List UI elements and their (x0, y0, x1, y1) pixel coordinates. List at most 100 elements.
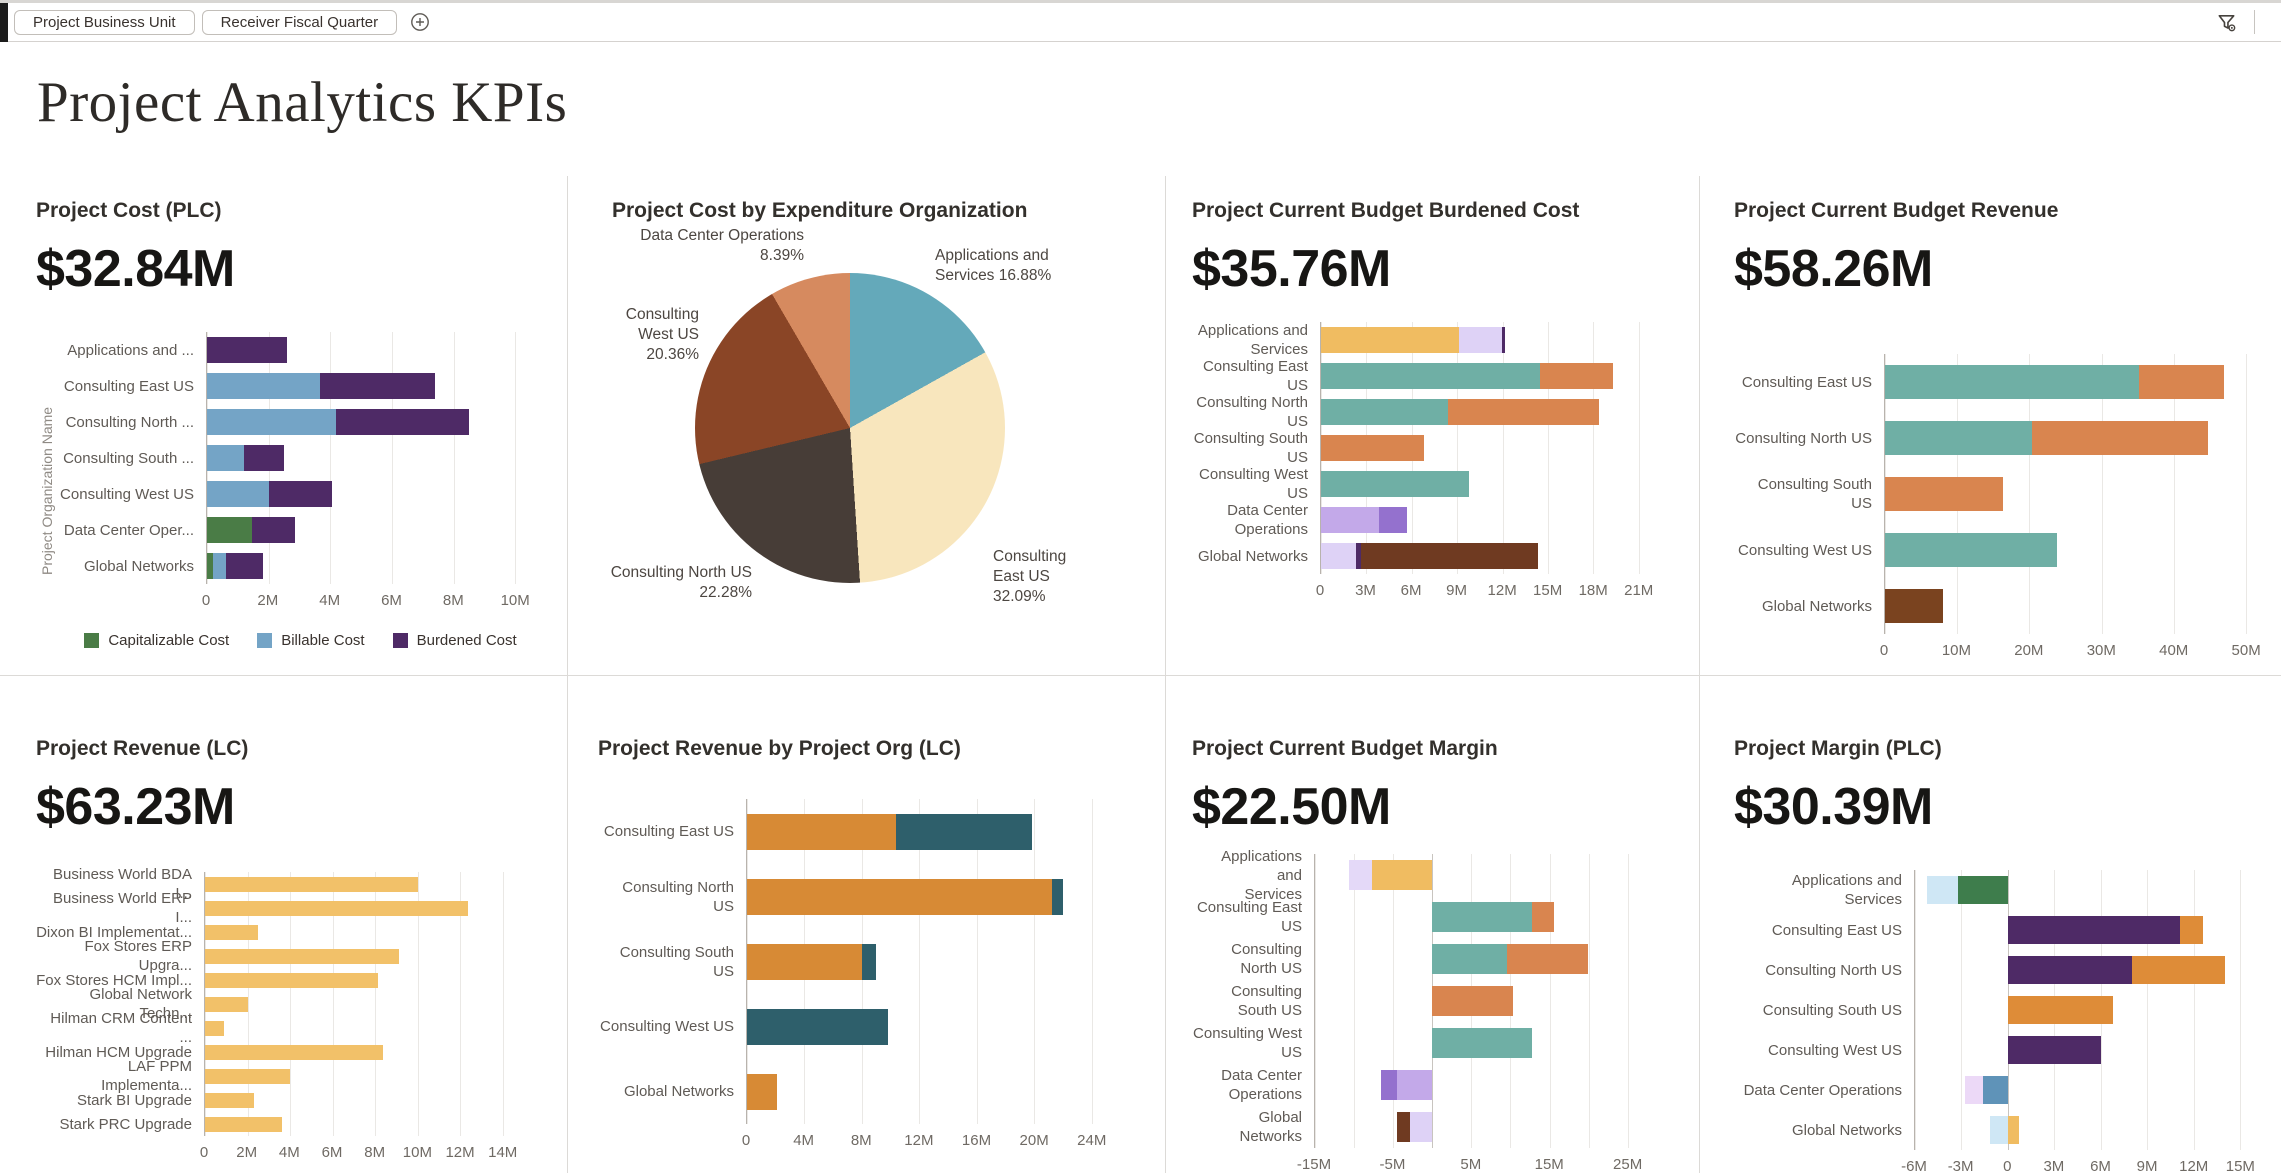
bar-segment[interactable] (1927, 876, 1959, 904)
bar-segment[interactable] (205, 900, 468, 916)
bar-segment[interactable] (268, 481, 332, 507)
bar-segment[interactable] (1321, 363, 1541, 389)
bar-segment[interactable] (207, 337, 288, 363)
bar-segment[interactable] (1432, 986, 1513, 1016)
bar-segment[interactable] (1321, 327, 1459, 353)
bar-segment[interactable] (2007, 996, 2114, 1024)
bar-segment[interactable] (1531, 902, 1555, 932)
bar-chart-project-margin-plc: Applications and Services Consulting East… (1734, 870, 2259, 1173)
bar-segment[interactable] (747, 813, 897, 850)
bar-segment[interactable] (205, 876, 418, 892)
bar-track (1885, 421, 2257, 455)
bar-segment[interactable] (1378, 507, 1408, 533)
bar-segment[interactable] (2139, 365, 2225, 399)
bar-row (1315, 896, 1659, 938)
bar-segment[interactable] (1540, 363, 1614, 389)
bar-segment[interactable] (747, 943, 862, 980)
bar-segment[interactable] (205, 1044, 383, 1060)
legend-item[interactable]: Capitalizable Cost (84, 632, 229, 649)
bar-segment[interactable] (207, 445, 244, 471)
page-title: Project Analytics KPIs (37, 71, 568, 134)
bar-segment[interactable] (205, 996, 248, 1012)
bar-segment[interactable] (319, 373, 436, 399)
bar-segment[interactable] (205, 1116, 282, 1132)
bar-segment[interactable] (2007, 1116, 2019, 1144)
bar-segment[interactable] (1321, 435, 1424, 461)
bar-segment[interactable] (861, 943, 877, 980)
bar-segment[interactable] (251, 517, 295, 543)
bar-segment[interactable] (1321, 507, 1379, 533)
filter-chip-receiver-fiscal-quarter[interactable]: Receiver Fiscal Quarter (201, 9, 398, 35)
bar-segment[interactable] (2007, 1036, 2101, 1064)
bar-segment[interactable] (1506, 944, 1588, 974)
bar-segment[interactable] (1397, 1070, 1433, 1100)
bar-segment[interactable] (2179, 916, 2204, 944)
bar-segment[interactable] (243, 445, 285, 471)
bar-segment[interactable] (1410, 1112, 1433, 1142)
bar-row (1315, 854, 1659, 896)
bar-segment[interactable] (747, 878, 1052, 915)
bar-segment[interactable] (2007, 956, 2132, 984)
bar-segment[interactable] (2007, 916, 2180, 944)
bar-segment[interactable] (1964, 1076, 1984, 1104)
legend-item[interactable]: Billable Cost (257, 632, 365, 649)
bar-segment[interactable] (1448, 399, 1600, 425)
bar-segment[interactable] (1051, 878, 1064, 915)
filter-funnel-icon[interactable] (2215, 11, 2238, 34)
pie-chart[interactable] (695, 273, 1005, 583)
bar-segment[interactable] (1321, 543, 1356, 569)
bar-segment[interactable] (2131, 956, 2225, 984)
bar-row (207, 332, 543, 368)
bar-segment[interactable] (1990, 1116, 2008, 1144)
plot-area (1914, 870, 2259, 1150)
bar-segment[interactable] (1381, 1070, 1398, 1100)
bar-segment[interactable] (205, 1092, 254, 1108)
bar-segment[interactable] (207, 553, 213, 579)
bar-segment[interactable] (226, 553, 264, 579)
bar-segment[interactable] (1432, 944, 1507, 974)
bar-track (1915, 916, 2259, 944)
bar-segment[interactable] (207, 517, 252, 543)
bar-segment[interactable] (1361, 543, 1539, 569)
bar-track (1915, 1076, 2259, 1104)
bar-segment[interactable] (205, 948, 399, 964)
bar-segment[interactable] (336, 409, 469, 435)
bar-segment[interactable] (2031, 421, 2208, 455)
bar-segment[interactable] (1355, 543, 1362, 569)
bar-segment[interactable] (1372, 860, 1433, 890)
bar-segment[interactable] (1397, 1112, 1411, 1142)
bar-segment[interactable] (205, 924, 259, 940)
add-filter-icon[interactable] (410, 12, 430, 32)
bar-row (1915, 910, 2259, 950)
bar-segment[interactable] (1349, 860, 1373, 890)
bar-segment[interactable] (1458, 327, 1502, 353)
bar-segment[interactable] (747, 1073, 778, 1110)
bar-segment[interactable] (207, 409, 337, 435)
bar-segment[interactable] (1321, 471, 1470, 497)
bar-segment[interactable] (1501, 327, 1505, 353)
bar-segment[interactable] (1983, 1076, 2008, 1104)
bar-segment[interactable] (1321, 399, 1449, 425)
bar-segment[interactable] (896, 813, 1032, 850)
bar-segment[interactable] (1885, 365, 2140, 399)
bar-segment[interactable] (212, 553, 227, 579)
bar-segment[interactable] (205, 1068, 291, 1084)
bar-track (1315, 1028, 1659, 1058)
bar-segment[interactable] (1885, 421, 2032, 455)
bar-segment[interactable] (207, 373, 320, 399)
bar-segment[interactable] (205, 1020, 225, 1036)
bar-segment[interactable] (747, 1008, 888, 1045)
bar-segment[interactable] (1432, 1028, 1532, 1058)
bar-segment[interactable] (205, 972, 379, 988)
bar-segment[interactable] (207, 481, 269, 507)
bar-segment[interactable] (1885, 477, 2004, 511)
bar-segment[interactable] (1432, 902, 1532, 932)
bar-segment[interactable] (1958, 876, 2008, 904)
gridline (1502, 322, 1504, 574)
filter-chip-project-business-unit[interactable]: Project Business Unit (14, 9, 195, 35)
bar-segment[interactable] (1885, 533, 2057, 567)
x-tick-label: 4M (793, 1132, 815, 1149)
bar-segment[interactable] (1885, 589, 1943, 623)
legend-item[interactable]: Burdened Cost (392, 632, 517, 649)
